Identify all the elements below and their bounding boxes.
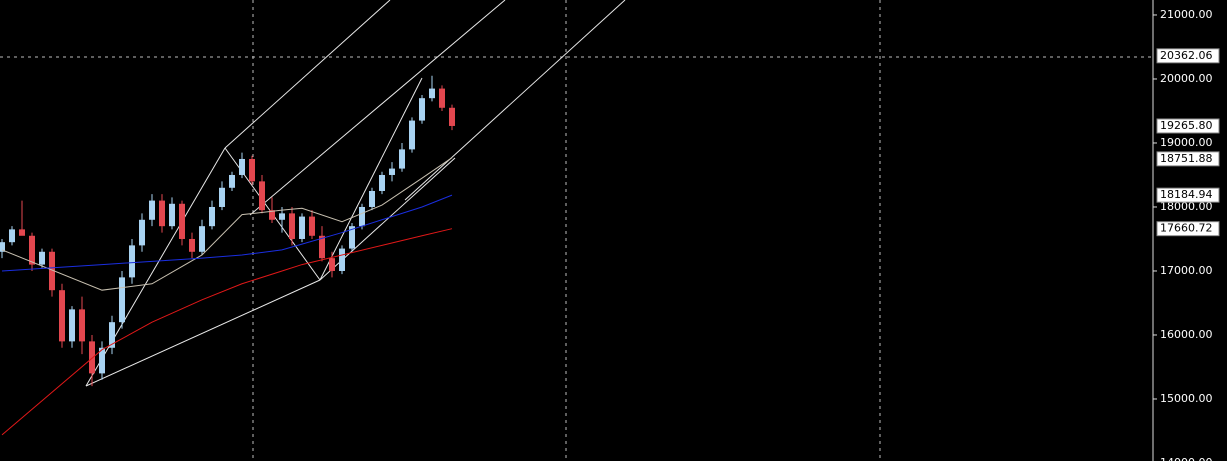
candle-body bbox=[69, 309, 75, 342]
candle-body bbox=[419, 98, 425, 121]
price-label: 18751.88 bbox=[1160, 152, 1213, 165]
candle-body bbox=[19, 229, 25, 236]
y-tick-label: 17000.00 bbox=[1160, 264, 1213, 277]
price-label: 17660.72 bbox=[1160, 222, 1213, 235]
candle-body bbox=[319, 235, 325, 259]
candle-body bbox=[259, 181, 265, 211]
candle-body bbox=[39, 251, 45, 265]
price-label: 19265.80 bbox=[1160, 119, 1213, 132]
candle-body bbox=[169, 203, 175, 227]
trendline bbox=[404, 0, 626, 201]
candle-body bbox=[139, 219, 145, 246]
candle-body bbox=[219, 187, 225, 207]
candle-body bbox=[269, 210, 275, 220]
trendline bbox=[224, 0, 391, 149]
candle-body bbox=[409, 120, 415, 150]
price-label-box bbox=[1156, 187, 1220, 203]
candle-body bbox=[289, 213, 295, 239]
candle-body bbox=[299, 216, 305, 239]
candle-body bbox=[79, 309, 85, 342]
moving-average bbox=[1, 228, 453, 436]
price-label-box bbox=[1156, 48, 1220, 64]
candle-body bbox=[349, 226, 355, 249]
y-tick-label: 16000.00 bbox=[1160, 328, 1213, 341]
candle-body bbox=[0, 242, 5, 252]
price-label: 20362.06 bbox=[1160, 49, 1213, 62]
y-tick-label: 18000.00 bbox=[1160, 200, 1213, 213]
candle-body bbox=[439, 88, 445, 108]
y-tick-label: 21000.00 bbox=[1160, 8, 1213, 21]
candle-body bbox=[399, 149, 405, 169]
candle-body bbox=[149, 200, 155, 220]
candle-body bbox=[379, 174, 385, 191]
candle-body bbox=[109, 322, 115, 348]
candle-body bbox=[189, 238, 195, 252]
candle-body bbox=[339, 248, 345, 271]
y-tick-label: 19000.00 bbox=[1160, 136, 1213, 149]
candle-body bbox=[449, 107, 455, 126]
candle-body bbox=[369, 190, 375, 207]
y-tick-label: 15000.00 bbox=[1160, 392, 1213, 405]
price-label-box bbox=[1156, 118, 1220, 134]
candle-body bbox=[229, 174, 235, 188]
candle-body bbox=[59, 290, 65, 342]
price-label: 18184.94 bbox=[1160, 188, 1213, 201]
y-tick-label: 20000.00 bbox=[1160, 72, 1213, 85]
trendline bbox=[85, 279, 321, 387]
candle-body bbox=[119, 277, 125, 323]
moving-average bbox=[1, 157, 453, 291]
candle-body bbox=[29, 235, 35, 265]
candle-body bbox=[99, 347, 105, 374]
candle-body bbox=[199, 226, 205, 252]
price-label-box bbox=[1156, 151, 1220, 167]
price-label-box bbox=[1156, 221, 1220, 237]
candle-body bbox=[49, 251, 55, 291]
candle-body bbox=[309, 216, 315, 236]
candle-body bbox=[239, 158, 245, 175]
moving-average bbox=[1, 194, 453, 272]
y-tick-label: 14000.00 bbox=[1160, 456, 1213, 461]
candle-body bbox=[389, 168, 395, 175]
candle-body bbox=[179, 203, 185, 239]
trendline bbox=[249, 0, 506, 216]
candle-body bbox=[279, 213, 285, 220]
candle-body bbox=[359, 206, 365, 227]
candle-body bbox=[209, 206, 215, 227]
trendline bbox=[319, 77, 423, 281]
candle-body bbox=[9, 229, 15, 243]
candle-body bbox=[429, 88, 435, 99]
candle-body bbox=[89, 341, 95, 374]
candle-body bbox=[329, 258, 335, 271]
candle-body bbox=[249, 158, 255, 182]
candle-body bbox=[159, 200, 165, 227]
time-grid bbox=[0, 0, 1153, 461]
candle-body bbox=[129, 245, 135, 278]
